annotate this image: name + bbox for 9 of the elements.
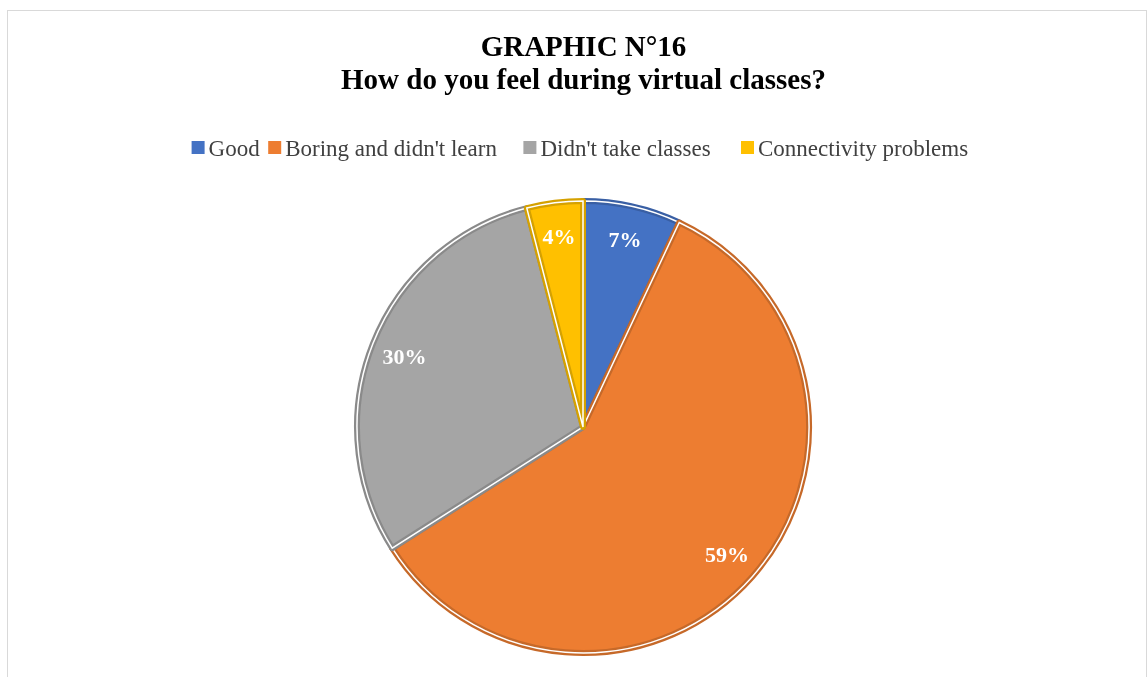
data-label: 4%	[542, 223, 576, 249]
chart-title: GRAPHIC N°16 How do you feel during virtual classes?	[341, 30, 826, 95]
legend-label: Good	[208, 135, 261, 161]
data-label: 7%	[608, 227, 642, 253]
legend-label: Didn't take classes	[540, 135, 711, 161]
data-label: 30%	[382, 343, 427, 369]
legend-label: Connectivity problems	[758, 135, 969, 161]
data-label: 59%	[705, 541, 750, 567]
legend-label: Boring and didn't learn	[285, 135, 498, 161]
